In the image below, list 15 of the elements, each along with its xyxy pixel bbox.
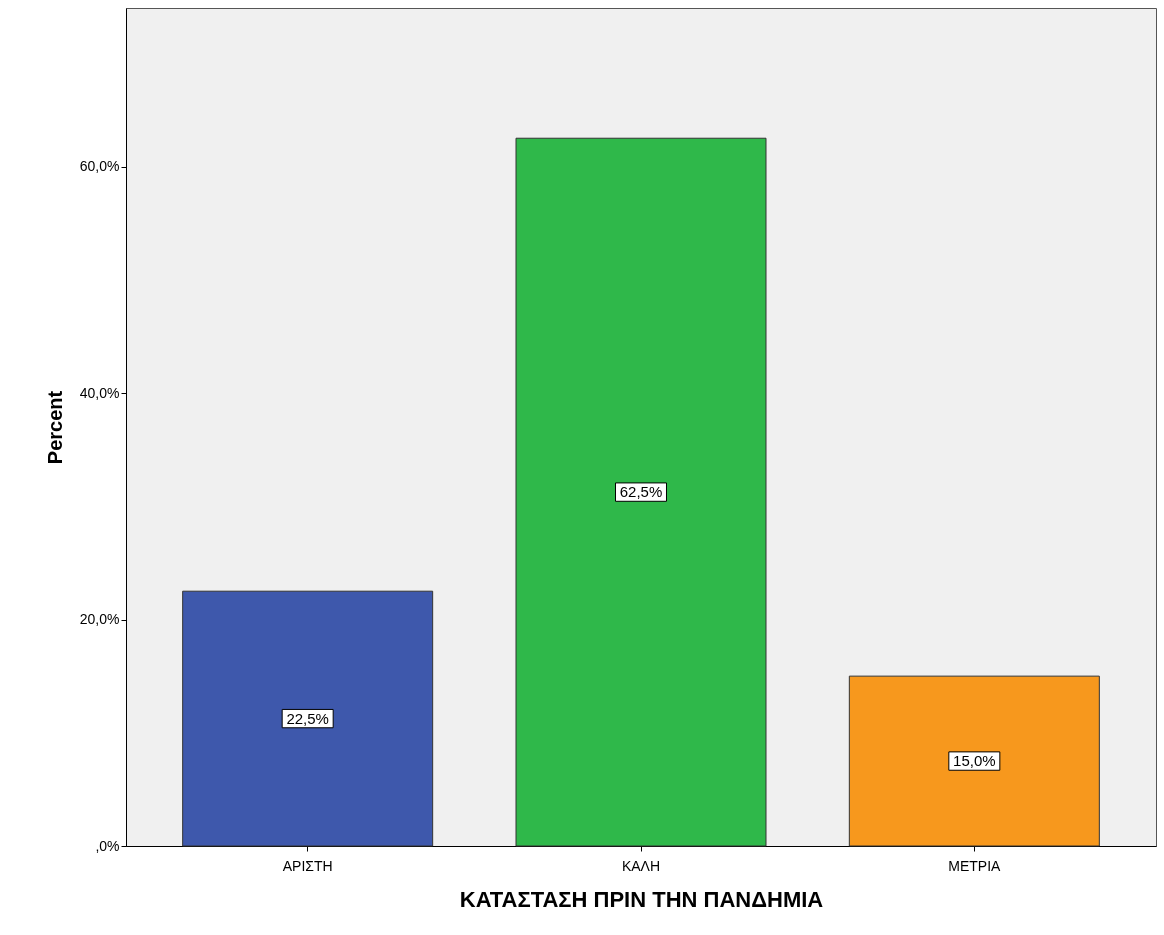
x-tick-label: ΚΑΛΗ — [621, 857, 661, 874]
x-axis-title: ΚΑΤΑΣΤΑΣΗ ΠΡΙΝ ΤΗΝ ΠΑΝΔΗΜΙΑ — [459, 886, 824, 912]
bar — [848, 675, 1100, 847]
y-tick-label: 20,0% — [79, 611, 120, 628]
data-label: 22,5% — [286, 709, 329, 727]
x-tick-label: ΑΡΙΣΤΗ — [282, 857, 333, 874]
data-label: 15,0% — [953, 752, 996, 770]
data-label: 62,5% — [619, 483, 663, 501]
x-tick-label: ΜΕΤΡΙΑ — [948, 857, 1002, 874]
y-tick-label: ,0% — [95, 837, 120, 854]
bar — [182, 590, 434, 847]
y-tick-label: 40,0% — [79, 384, 120, 401]
y-axis-title: Percent — [43, 390, 66, 465]
bar — [515, 137, 767, 847]
y-tick-label: 60,0% — [79, 158, 120, 175]
